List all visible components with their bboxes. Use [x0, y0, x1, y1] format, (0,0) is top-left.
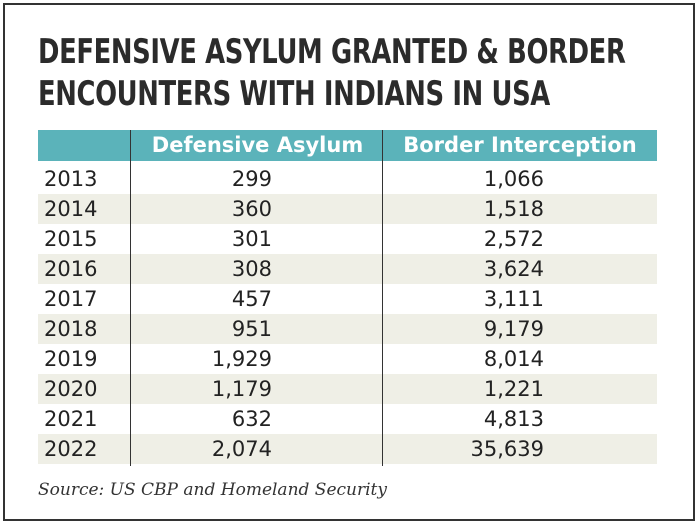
table-row: 2016 308 3,624 — [38, 254, 657, 284]
table-row: 2014 360 1,518 — [38, 194, 657, 224]
title: DEFENSIVE ASYLUM GRANTED & BORDER — [38, 32, 626, 72]
column-header: Defensive Asylum — [151, 133, 364, 157]
value-cell: 3,624 — [483, 257, 544, 281]
value-cell: 1,929 — [211, 347, 272, 371]
value-cell: 1,221 — [483, 377, 544, 401]
table-row: 2019 1,929 8,014 — [38, 344, 657, 374]
value-cell: 457 — [231, 287, 272, 311]
value-cell: 4,813 — [483, 407, 544, 431]
value-cell: 9,179 — [483, 317, 544, 341]
value-cell: 2,074 — [211, 437, 272, 461]
table-row: 2013 299 1,066 — [38, 164, 657, 194]
value-cell: 2,572 — [483, 227, 544, 251]
value-cell: 308 — [231, 257, 272, 281]
year-cell: 2016 — [44, 257, 98, 281]
divider — [130, 130, 131, 466]
frame — [3, 3, 695, 521]
value-cell: 299 — [231, 167, 272, 191]
source: Source: US CBP and Homeland Security — [38, 480, 387, 500]
title: ENCOUNTERS WITH INDIANS IN USA — [38, 74, 550, 114]
year-cell: 2017 — [44, 287, 98, 311]
year-cell: 2018 — [44, 317, 98, 341]
value-cell: 301 — [231, 227, 272, 251]
value-cell: 360 — [231, 197, 272, 221]
year-cell: 2021 — [44, 407, 98, 431]
value-cell: 1,518 — [483, 197, 544, 221]
table-row: 2015 301 2,572 — [38, 224, 657, 254]
header-row: Defensive Asylum Border Interception — [38, 130, 657, 161]
value-cell: 3,111 — [483, 287, 544, 311]
year-cell: 2020 — [44, 377, 98, 401]
value-cell: 35,639 — [470, 437, 544, 461]
value-cell: 951 — [231, 317, 272, 341]
table-row: 2017 457 3,111 — [38, 284, 657, 314]
year-cell: 2014 — [44, 197, 98, 221]
table-row: 2020 1,179 1,221 — [38, 374, 657, 404]
table: Defensive Asylum Border Interception 201… — [38, 130, 657, 466]
value-cell: 1,066 — [483, 167, 544, 191]
divider — [382, 130, 383, 466]
column-header: Border Interception — [403, 133, 637, 157]
value-cell: 1,179 — [211, 377, 272, 401]
year-cell: 2013 — [44, 167, 98, 191]
table-row: 2022 2,074 35,639 — [38, 434, 657, 464]
value-cell: 8,014 — [483, 347, 544, 371]
value-cell: 632 — [231, 407, 272, 431]
year-cell: 2015 — [44, 227, 98, 251]
table-row: 2018 951 9,179 — [38, 314, 657, 344]
year-cell: 2022 — [44, 437, 98, 461]
table-row: 2021 632 4,813 — [38, 404, 657, 434]
year-cell: 2019 — [44, 347, 98, 371]
